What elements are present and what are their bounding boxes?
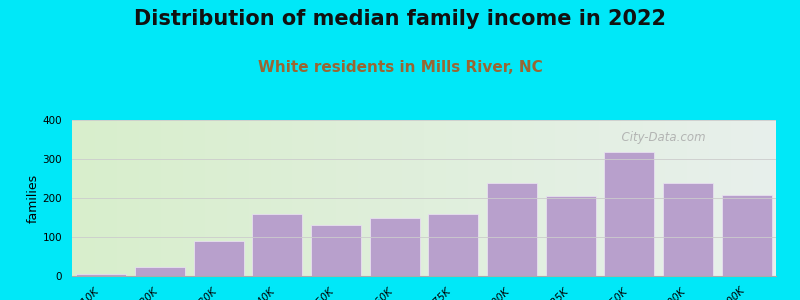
Bar <box>77 274 126 276</box>
Bar <box>370 218 419 276</box>
Bar <box>487 183 537 276</box>
Bar <box>311 224 361 276</box>
Bar <box>429 214 478 276</box>
Text: Distribution of median family income in 2022: Distribution of median family income in … <box>134 9 666 29</box>
Bar <box>546 196 595 276</box>
Y-axis label: families: families <box>27 173 40 223</box>
Bar <box>135 267 185 276</box>
Bar <box>605 152 654 276</box>
Bar <box>663 183 713 276</box>
Bar <box>722 195 771 276</box>
Bar <box>194 241 243 276</box>
Text: White residents in Mills River, NC: White residents in Mills River, NC <box>258 60 542 75</box>
Bar <box>253 214 302 276</box>
Text: City-Data.com: City-Data.com <box>614 131 706 144</box>
